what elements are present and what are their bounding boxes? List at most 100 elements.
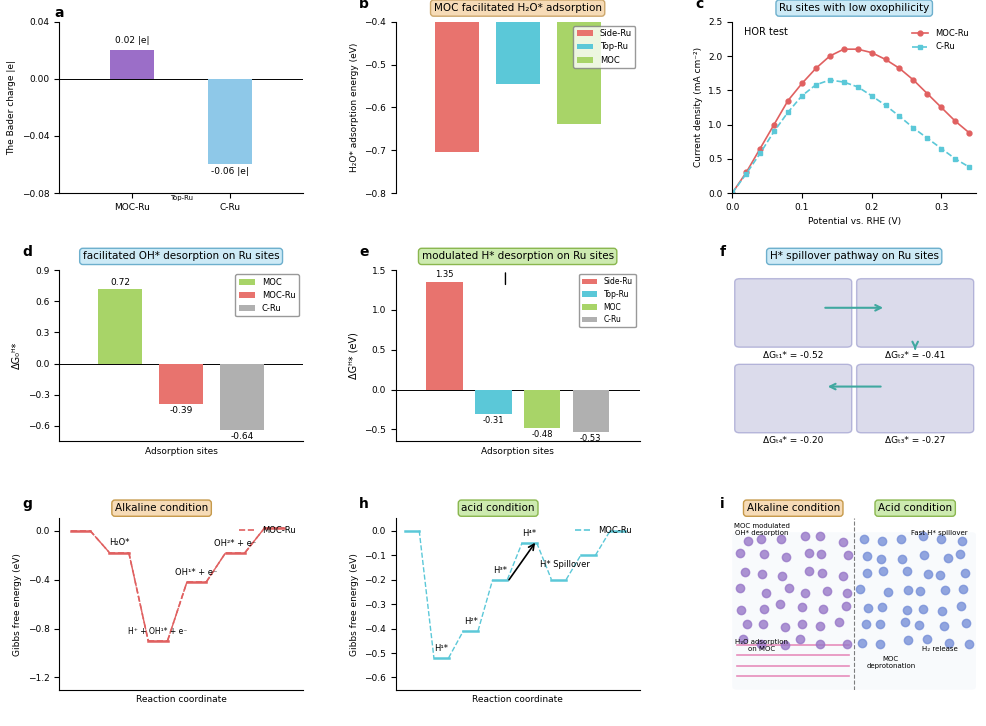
C-Ru xyxy=(838,78,850,86)
Text: H²*: H²* xyxy=(463,617,477,626)
Text: b: b xyxy=(359,0,369,11)
Y-axis label: ΔGᴴ* (eV): ΔGᴴ* (eV) xyxy=(349,333,359,379)
Text: H* spillover pathway on Ru sites: H* spillover pathway on Ru sites xyxy=(770,251,939,261)
MOC-Ru xyxy=(740,168,752,177)
Text: h: h xyxy=(359,497,369,511)
Text: d: d xyxy=(23,245,33,259)
Text: e: e xyxy=(359,245,369,259)
Legend: MOC-Ru: MOC-Ru xyxy=(572,523,635,538)
MOC-Ru xyxy=(907,76,919,84)
Text: -0.39: -0.39 xyxy=(170,406,193,415)
C-Ru xyxy=(782,108,794,117)
Line: MOC-Ru: MOC-Ru xyxy=(730,46,971,195)
MOC-Ru xyxy=(880,55,891,64)
MOC-Ru xyxy=(922,89,934,98)
Text: Top-Ru: Top-Ru xyxy=(170,195,192,201)
Text: i: i xyxy=(720,497,725,511)
Bar xyxy=(220,364,264,430)
MOC-Ru xyxy=(824,52,836,60)
X-axis label: Potential vs. RHE (V): Potential vs. RHE (V) xyxy=(808,217,901,227)
Text: H₂O*: H₂O* xyxy=(108,537,129,547)
Text: OH¹* + e⁻: OH¹* + e⁻ xyxy=(176,568,218,577)
Bar xyxy=(524,390,560,428)
C-Ru xyxy=(907,123,919,132)
MOC-Ru xyxy=(838,45,850,54)
Text: ΔGₜ₃* = -0.27: ΔGₜ₃* = -0.27 xyxy=(885,436,946,445)
Bar xyxy=(496,0,539,84)
X-axis label: Adsorption sites: Adsorption sites xyxy=(145,447,218,456)
C-Ru xyxy=(754,149,766,158)
MOC-Ru xyxy=(796,79,808,88)
Bar xyxy=(435,0,478,152)
Bar xyxy=(573,390,609,432)
Text: MOC modulated
OH* desorption: MOC modulated OH* desorption xyxy=(734,523,790,536)
Text: Alkaline condition: Alkaline condition xyxy=(746,503,840,513)
Text: H³*: H³* xyxy=(493,566,507,575)
Text: H₂O adsorption
on MOC: H₂O adsorption on MOC xyxy=(735,639,788,652)
C-Ru xyxy=(740,169,752,178)
Text: H₂ release: H₂ release xyxy=(922,646,957,652)
Bar xyxy=(475,390,512,415)
Text: c: c xyxy=(696,0,704,11)
Text: H⁴*: H⁴* xyxy=(523,529,536,538)
MOC-Ru xyxy=(768,121,780,129)
Y-axis label: Gibbs free energy (eV): Gibbs free energy (eV) xyxy=(13,552,22,656)
FancyBboxPatch shape xyxy=(857,279,974,347)
C-Ru xyxy=(727,189,739,197)
Text: ΔGₜ₁* = -0.52: ΔGₜ₁* = -0.52 xyxy=(763,351,823,359)
Text: HOR test: HOR test xyxy=(744,28,789,38)
C-Ru xyxy=(963,163,975,171)
C-Ru xyxy=(866,91,878,100)
Text: -0.06 |e|: -0.06 |e| xyxy=(211,168,248,176)
Bar xyxy=(557,0,600,123)
C-Ru xyxy=(880,101,891,110)
MOC-Ru xyxy=(727,189,739,197)
MOC-Ru xyxy=(936,103,948,112)
Legend: MOC-Ru, C-Ru: MOC-Ru, C-Ru xyxy=(908,26,972,54)
C-Ru xyxy=(936,144,948,153)
MOC-Ru xyxy=(963,129,975,137)
Text: -0.48: -0.48 xyxy=(531,430,553,439)
MOC-Ru xyxy=(810,64,821,73)
Text: 1.35: 1.35 xyxy=(435,270,454,279)
MOC-Ru xyxy=(893,64,905,73)
X-axis label: Reaction coordinate: Reaction coordinate xyxy=(136,696,227,704)
Bar xyxy=(99,289,142,364)
Text: -0.31: -0.31 xyxy=(482,416,504,425)
Text: -0.64: -0.64 xyxy=(231,431,253,441)
FancyBboxPatch shape xyxy=(735,364,852,433)
X-axis label: Reaction coordinate: Reaction coordinate xyxy=(472,696,563,704)
Text: Ru sites with low oxophilicity: Ru sites with low oxophilicity xyxy=(779,3,930,13)
Text: H⁺ + OH¹* + e⁻: H⁺ + OH¹* + e⁻ xyxy=(128,627,187,636)
Text: Alkaline condition: Alkaline condition xyxy=(115,503,208,513)
Text: modulated H* desorption on Ru sites: modulated H* desorption on Ru sites xyxy=(422,251,613,261)
C-Ru xyxy=(810,81,821,89)
Legend: MOC, MOC-Ru, C-Ru: MOC, MOC-Ru, C-Ru xyxy=(236,274,299,317)
Bar xyxy=(208,79,251,165)
C-Ru xyxy=(824,76,836,84)
C-Ru xyxy=(950,155,961,163)
Text: -0.53: -0.53 xyxy=(580,434,601,443)
Y-axis label: H₂O* adsorption energy (eV): H₂O* adsorption energy (eV) xyxy=(350,43,359,172)
Text: facilitated OH* desorption on Ru sites: facilitated OH* desorption on Ru sites xyxy=(83,251,279,261)
Text: f: f xyxy=(720,245,726,259)
Legend: MOC-Ru: MOC-Ru xyxy=(236,523,299,538)
FancyBboxPatch shape xyxy=(857,364,974,433)
Bar xyxy=(159,364,203,404)
Text: Fast H* spillover: Fast H* spillover xyxy=(911,529,968,536)
MOC-Ru xyxy=(950,117,961,126)
X-axis label: Adsorption sites: Adsorption sites xyxy=(481,447,554,456)
Text: a: a xyxy=(54,6,64,20)
Text: OH²* + e⁻: OH²* + e⁻ xyxy=(214,539,256,548)
Y-axis label: Gibbs free energy (eV): Gibbs free energy (eV) xyxy=(350,552,359,656)
C-Ru xyxy=(852,83,864,91)
Bar xyxy=(426,282,462,390)
Bar xyxy=(110,50,154,79)
C-Ru xyxy=(893,112,905,121)
Legend: Side-Ru, Top-Ru, MOC: Side-Ru, Top-Ru, MOC xyxy=(573,26,635,68)
Text: MOC
deprotonation: MOC deprotonation xyxy=(866,656,915,669)
Line: C-Ru: C-Ru xyxy=(730,78,971,195)
Y-axis label: Current density (mA cm⁻²): Current density (mA cm⁻²) xyxy=(693,47,703,168)
C-Ru xyxy=(768,127,780,136)
Text: H¹*: H¹* xyxy=(434,644,449,653)
